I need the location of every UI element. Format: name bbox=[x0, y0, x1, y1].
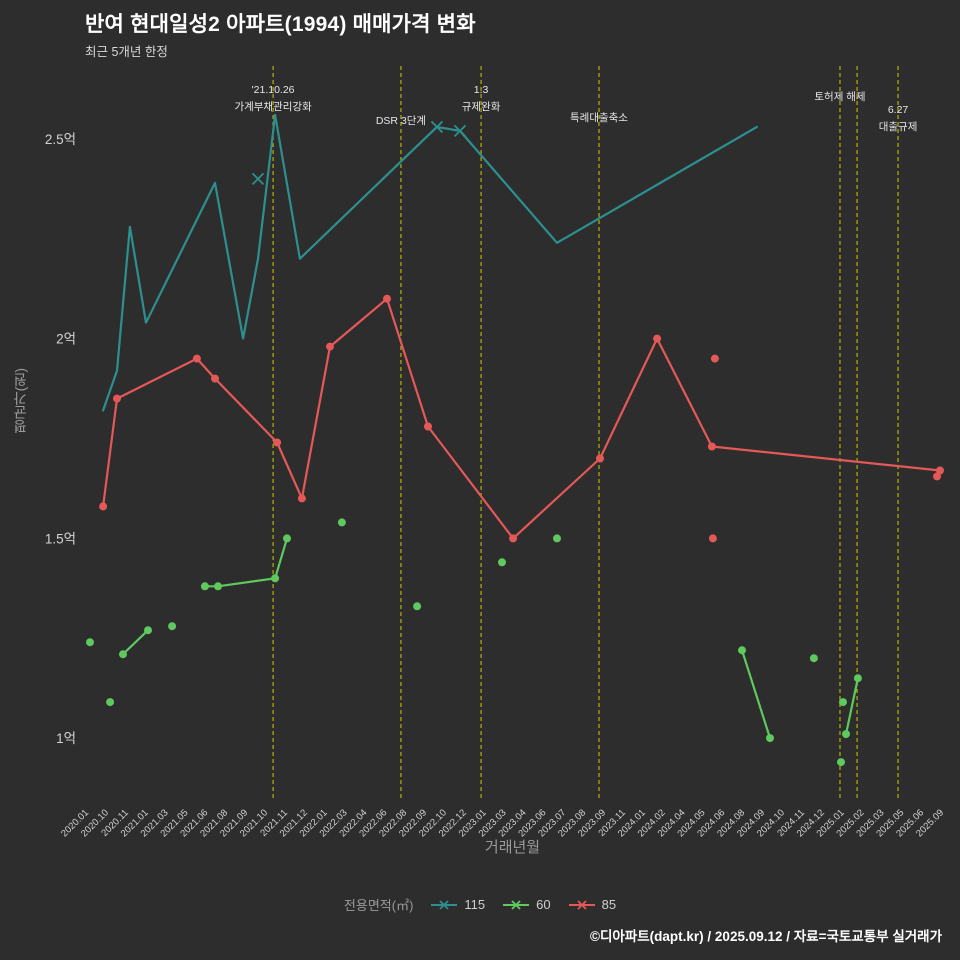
data-point bbox=[809, 654, 818, 663]
series-line bbox=[844, 677, 859, 736]
data-point bbox=[839, 698, 847, 707]
event-label: 가계부채관리강화 bbox=[234, 101, 312, 113]
data-point bbox=[99, 502, 108, 511]
series-line bbox=[102, 113, 758, 412]
legend-title: 전용면적(㎡) bbox=[343, 898, 414, 913]
event-label: 규제완화 bbox=[462, 100, 501, 113]
series-line bbox=[121, 629, 150, 656]
series-line bbox=[740, 649, 772, 740]
data-point bbox=[710, 354, 719, 363]
x-marker bbox=[453, 124, 467, 138]
y-axis-label: 평균가(원) bbox=[12, 368, 28, 434]
data-point bbox=[211, 374, 219, 383]
data-point bbox=[766, 734, 774, 743]
data-point bbox=[106, 698, 115, 707]
y-tick-label: 1.5억 bbox=[45, 531, 76, 546]
data-point bbox=[337, 518, 346, 527]
data-point bbox=[273, 438, 282, 447]
series-line bbox=[102, 297, 942, 540]
data-point bbox=[413, 602, 422, 611]
data-point bbox=[383, 294, 391, 303]
event-label: 1.3 bbox=[474, 84, 489, 96]
legend-item-115: 115 bbox=[429, 897, 485, 912]
data-point bbox=[853, 674, 862, 683]
y-tick-label: 1억 bbox=[56, 731, 76, 746]
event-label: 6.27 bbox=[888, 104, 909, 116]
data-point bbox=[297, 494, 306, 503]
data-point bbox=[707, 442, 716, 451]
legend-label: 85 bbox=[601, 897, 617, 912]
series-60 bbox=[86, 518, 862, 767]
x-tick-labels: 2020.012020.102020.112021.012021.032021.… bbox=[59, 807, 946, 839]
data-point bbox=[214, 582, 222, 591]
data-point bbox=[424, 422, 432, 431]
footer-credit: ©디아파트(dapt.kr) / 2025.09.12 / 자료=국토교통부 실… bbox=[590, 929, 942, 944]
legend-marker-icon bbox=[568, 899, 595, 910]
event-label: 토허제 해제 bbox=[814, 90, 865, 103]
data-point bbox=[168, 622, 177, 631]
data-point bbox=[933, 472, 941, 481]
x-marker bbox=[430, 120, 444, 134]
data-point bbox=[837, 758, 845, 767]
data-point bbox=[200, 582, 209, 591]
legend-marker-icon bbox=[431, 899, 458, 910]
y-tick-labels: 1억 1.5억 2억 2.5억 bbox=[45, 132, 76, 746]
series-85 bbox=[99, 294, 944, 543]
data-point bbox=[936, 466, 944, 475]
data-point bbox=[192, 354, 201, 363]
data-point bbox=[326, 342, 334, 351]
data-point bbox=[596, 454, 604, 463]
data-point bbox=[653, 334, 662, 343]
legend-item-85: 85 bbox=[567, 897, 616, 912]
event-label: '21.10.26 bbox=[252, 84, 295, 96]
legend: 전용면적(㎡) 115 60 85 bbox=[0, 895, 960, 914]
event-label: DSR 3단계 bbox=[376, 115, 426, 127]
legend-marker-icon bbox=[503, 899, 530, 910]
data-point bbox=[498, 558, 506, 567]
data-point bbox=[553, 534, 561, 543]
y-tick-label: 2억 bbox=[56, 332, 76, 347]
page-title: 반여 현대일성2 아파트(1994) 매매가격 변화 bbox=[85, 13, 476, 36]
data-point bbox=[738, 646, 746, 655]
data-point bbox=[283, 534, 291, 543]
data-point bbox=[113, 394, 121, 403]
y-tick-label: 2.5억 bbox=[45, 132, 76, 147]
legend-label: 115 bbox=[464, 897, 486, 912]
data-point bbox=[144, 626, 152, 635]
data-point bbox=[842, 730, 850, 739]
data-point bbox=[86, 638, 94, 647]
data-point bbox=[271, 574, 280, 583]
x-axis-label: 거래년월 bbox=[484, 839, 541, 856]
page-subtitle: 최근 5개년 한정 bbox=[85, 45, 168, 59]
series-115 bbox=[102, 113, 758, 412]
legend-item-60: 60 bbox=[501, 897, 551, 912]
data-point bbox=[509, 534, 518, 543]
data-point bbox=[119, 650, 127, 659]
data-point bbox=[708, 534, 717, 543]
legend-label: 60 bbox=[536, 897, 551, 912]
event-label: 대출규제 bbox=[879, 121, 918, 133]
x-marker bbox=[251, 172, 265, 185]
series-line bbox=[203, 537, 289, 588]
legend-items: 115 60 85 bbox=[429, 897, 616, 912]
event-label: 특례대출축소 bbox=[570, 112, 628, 124]
